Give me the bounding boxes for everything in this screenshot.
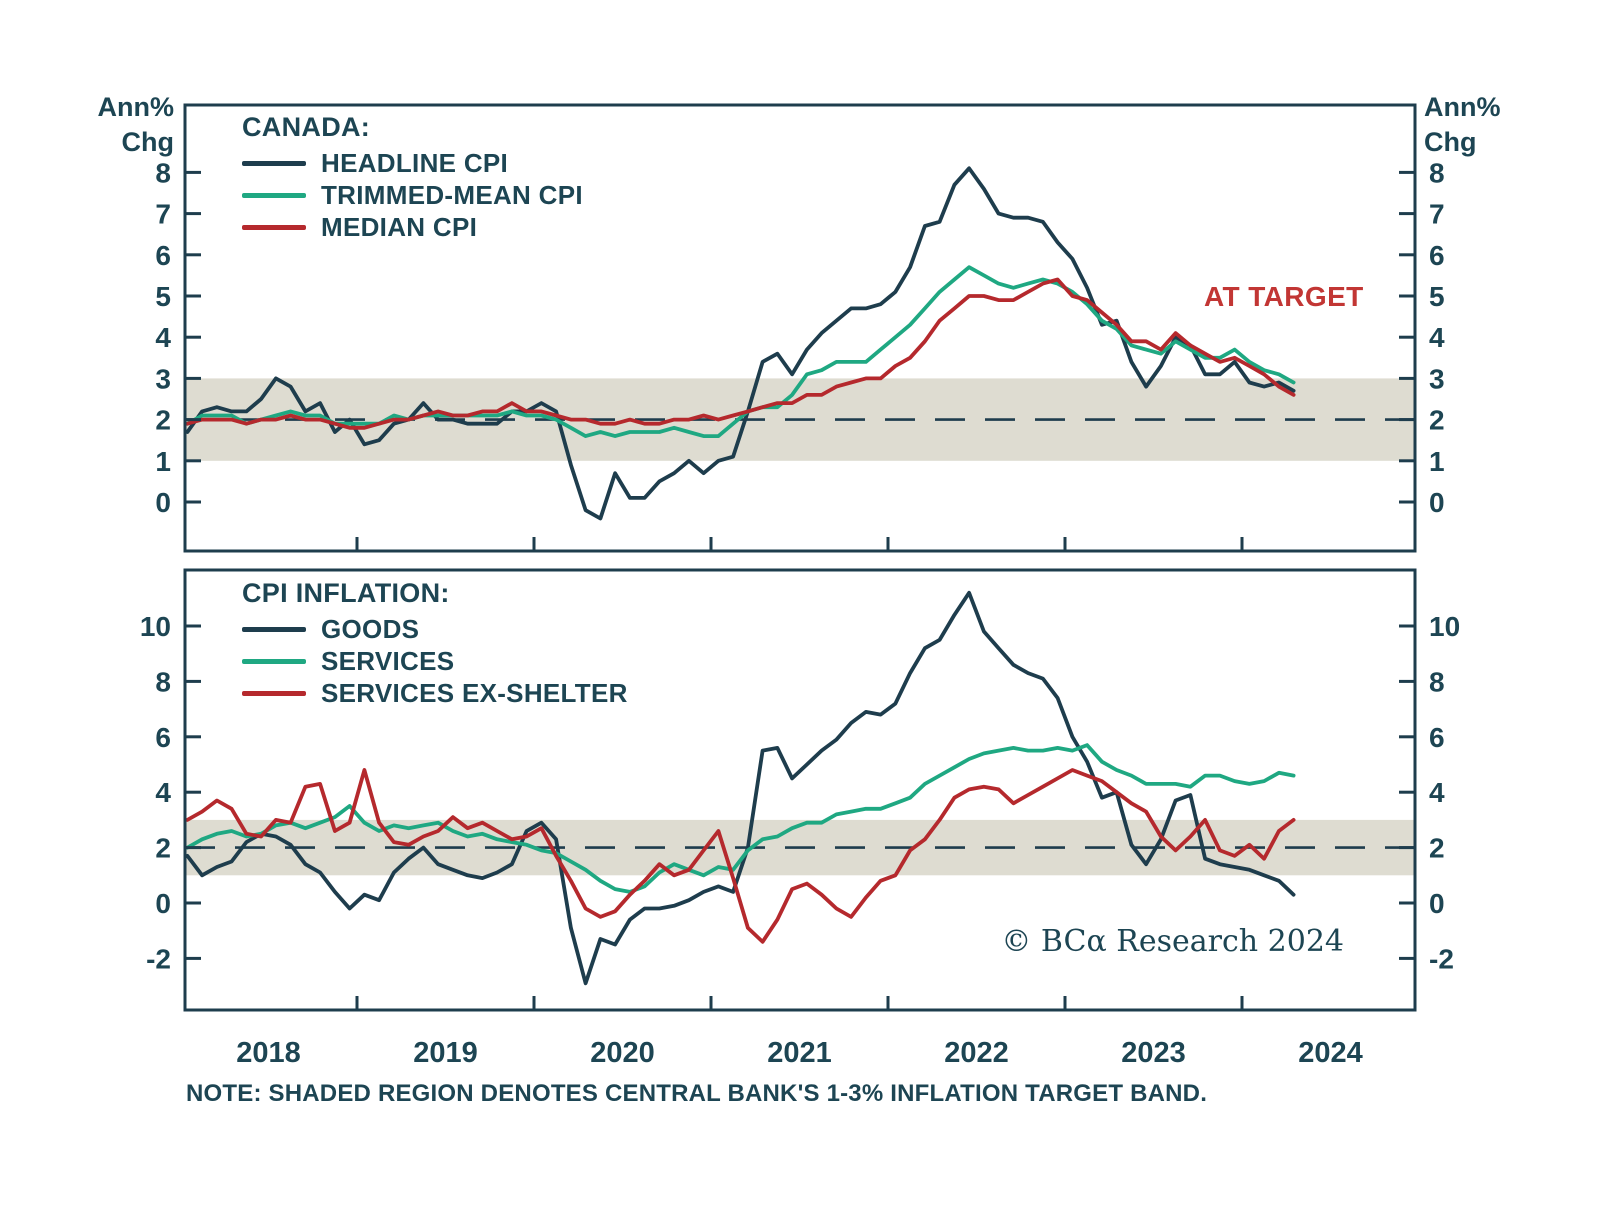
- legend-item: GOODS: [242, 613, 628, 645]
- y-tick-label-right: 8: [1429, 666, 1445, 697]
- x-tick-label-year: 2024: [1298, 1037, 1363, 1069]
- y-axis-unit-right: Ann% Chg: [1424, 90, 1501, 160]
- copyright: © BCα Research 2024: [1001, 924, 1344, 959]
- y-tick-label-left: 7: [155, 199, 171, 230]
- y-tick-label-left: 6: [155, 722, 171, 753]
- y-axis-unit-line2: Chg: [121, 127, 174, 157]
- y-tick-label-right: 4: [1429, 322, 1445, 353]
- y-tick-label-left: 2: [155, 405, 171, 436]
- legend-label: MEDIAN CPI: [321, 211, 478, 242]
- y-tick-label-right: -2: [1429, 943, 1454, 974]
- series-trimmed-mean-cpi: [185, 265, 1296, 439]
- at-target-annotation: AT TARGET: [1204, 281, 1364, 312]
- x-tick-label-year: 2022: [944, 1037, 1009, 1069]
- panel-frame: [183, 568, 1417, 1012]
- y-axis-unit-line1: Ann%: [97, 92, 175, 122]
- y-tick-label-left: 2: [155, 833, 171, 864]
- legend-title: CPI INFLATION:: [242, 578, 450, 608]
- y-tick-label-left: 10: [140, 611, 171, 642]
- median-cpi-swatch: [242, 224, 306, 230]
- y-tick-label-right: 8: [1429, 157, 1445, 188]
- y-tick-label-left: 8: [155, 157, 171, 188]
- y-tick-label-left: 3: [155, 363, 171, 394]
- legend-label: SERVICES EX-SHELTER: [321, 677, 628, 708]
- y-tick-label-left: 1: [155, 446, 171, 477]
- y-tick-label-left: -2: [146, 943, 171, 974]
- series-services: [185, 743, 1296, 894]
- y-tick-label-right: 1: [1429, 446, 1445, 477]
- legend-item: MEDIAN CPI: [242, 211, 583, 243]
- series-services-ex-shelter: [185, 768, 1296, 944]
- series-goods: [185, 590, 1296, 986]
- y-tick-label-right: 2: [1429, 405, 1445, 436]
- y-axis-unit-line1: Ann%: [1424, 92, 1501, 122]
- legend-bottom-panel: CPI INFLATION: GOODS SERVICES SERVICES E…: [242, 578, 628, 709]
- services-ex-shelter-swatch: [242, 690, 306, 696]
- y-tick-label-right: 10: [1429, 611, 1460, 642]
- y-tick-label-right: 0: [1429, 487, 1445, 518]
- y-tick-label-right: 2: [1429, 833, 1445, 864]
- x-tick-label-year: 2021: [767, 1037, 832, 1069]
- y-tick-label-right: 6: [1429, 722, 1445, 753]
- legend-item: HEADLINE CPI: [242, 147, 583, 179]
- y-tick-label-right: 6: [1429, 240, 1445, 271]
- legend-item: TRIMMED-MEAN CPI: [242, 179, 583, 211]
- series-median-cpi: [185, 277, 1296, 430]
- y-tick-label-right: 0: [1429, 888, 1445, 919]
- legend-label: GOODS: [321, 613, 420, 644]
- services-swatch: [242, 658, 306, 664]
- legend-title: CANADA:: [242, 112, 371, 142]
- legend-label: TRIMMED-MEAN CPI: [321, 179, 583, 210]
- panel-bottom: 10 10 8 8 6 6 4 4 2 2 0 0 -2 -2: [140, 568, 1460, 1012]
- y-tick-label-left: 4: [155, 322, 171, 353]
- footnote: NOTE: SHADED REGION DENOTES CENTRAL BANK…: [186, 1080, 1208, 1107]
- y-tick-label-left: 0: [155, 888, 171, 919]
- x-tick-label-year: 2020: [590, 1037, 655, 1069]
- y-tick-label-left: 4: [155, 777, 171, 808]
- y-tick-label-right: 3: [1429, 363, 1445, 394]
- y-tick-label-left: 5: [155, 281, 171, 312]
- legend-item: SERVICES EX-SHELTER: [242, 677, 628, 709]
- y-tick-label-right: 4: [1429, 777, 1445, 808]
- trimmed-mean-cpi-swatch: [242, 192, 306, 198]
- y-axis-unit-line2: Chg: [1424, 127, 1477, 157]
- y-tick-label-right: 5: [1429, 281, 1445, 312]
- y-axis-unit-left: Ann% Chg: [58, 90, 175, 160]
- legend-top-panel: CANADA: HEADLINE CPI TRIMMED-MEAN CPI ME…: [242, 112, 583, 243]
- legend-item: SERVICES: [242, 645, 628, 677]
- legend-label: SERVICES: [321, 645, 455, 676]
- x-tick-label-year: 2023: [1121, 1037, 1186, 1069]
- panel-frame: [183, 103, 1417, 553]
- goods-swatch: [242, 626, 306, 632]
- headline-cpi-swatch: [242, 160, 306, 166]
- legend-label: HEADLINE CPI: [321, 147, 509, 178]
- y-tick-label-right: 7: [1429, 199, 1445, 230]
- y-tick-label-left: 6: [155, 240, 171, 271]
- y-tick-label-left: 8: [155, 666, 171, 697]
- x-tick-label-year: 2019: [413, 1037, 478, 1069]
- panel-top: 8 8 7 7 6 6 5 5 4 4 3 3 2 2 1 1 0 0: [155, 103, 1445, 553]
- x-tick-label-year: 2018: [236, 1037, 301, 1069]
- y-tick-label-left: 0: [155, 487, 171, 518]
